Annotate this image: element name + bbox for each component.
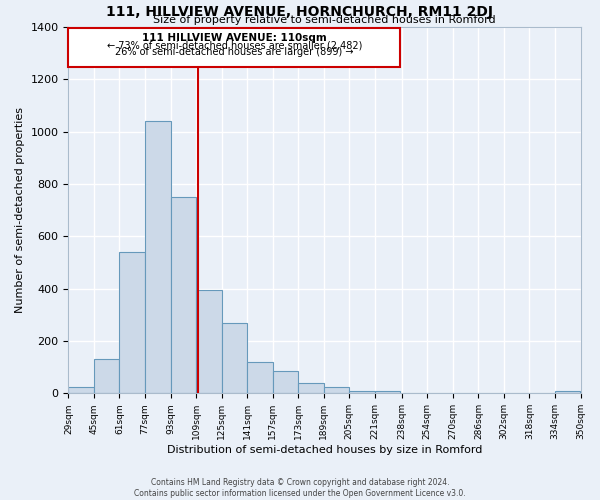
Bar <box>375 392 400 394</box>
Bar <box>68 387 94 394</box>
Y-axis label: Number of semi-detached properties: Number of semi-detached properties <box>15 108 25 314</box>
Bar <box>298 383 323 394</box>
Bar <box>119 252 145 394</box>
Bar <box>196 290 221 394</box>
Bar <box>247 362 272 394</box>
Bar <box>349 390 375 394</box>
Text: ← 73% of semi-detached houses are smaller (2,482): ← 73% of semi-detached houses are smalle… <box>107 40 362 50</box>
Text: 111, HILLVIEW AVENUE, HORNCHURCH, RM11 2DJ: 111, HILLVIEW AVENUE, HORNCHURCH, RM11 2… <box>107 5 493 19</box>
Title: Size of property relative to semi-detached houses in Romford: Size of property relative to semi-detach… <box>153 15 496 25</box>
Text: Contains HM Land Registry data © Crown copyright and database right 2024.
Contai: Contains HM Land Registry data © Crown c… <box>134 478 466 498</box>
Bar <box>145 122 170 394</box>
Text: 111 HILLVIEW AVENUE: 110sqm: 111 HILLVIEW AVENUE: 110sqm <box>142 34 326 43</box>
Bar <box>94 360 119 394</box>
Bar <box>323 387 349 394</box>
Bar <box>272 371 298 394</box>
Text: 26% of semi-detached houses are larger (899) →: 26% of semi-detached houses are larger (… <box>115 46 353 56</box>
Bar <box>221 322 247 394</box>
Bar <box>555 390 580 394</box>
Bar <box>170 197 196 394</box>
FancyBboxPatch shape <box>68 28 400 67</box>
X-axis label: Distribution of semi-detached houses by size in Romford: Distribution of semi-detached houses by … <box>167 445 482 455</box>
